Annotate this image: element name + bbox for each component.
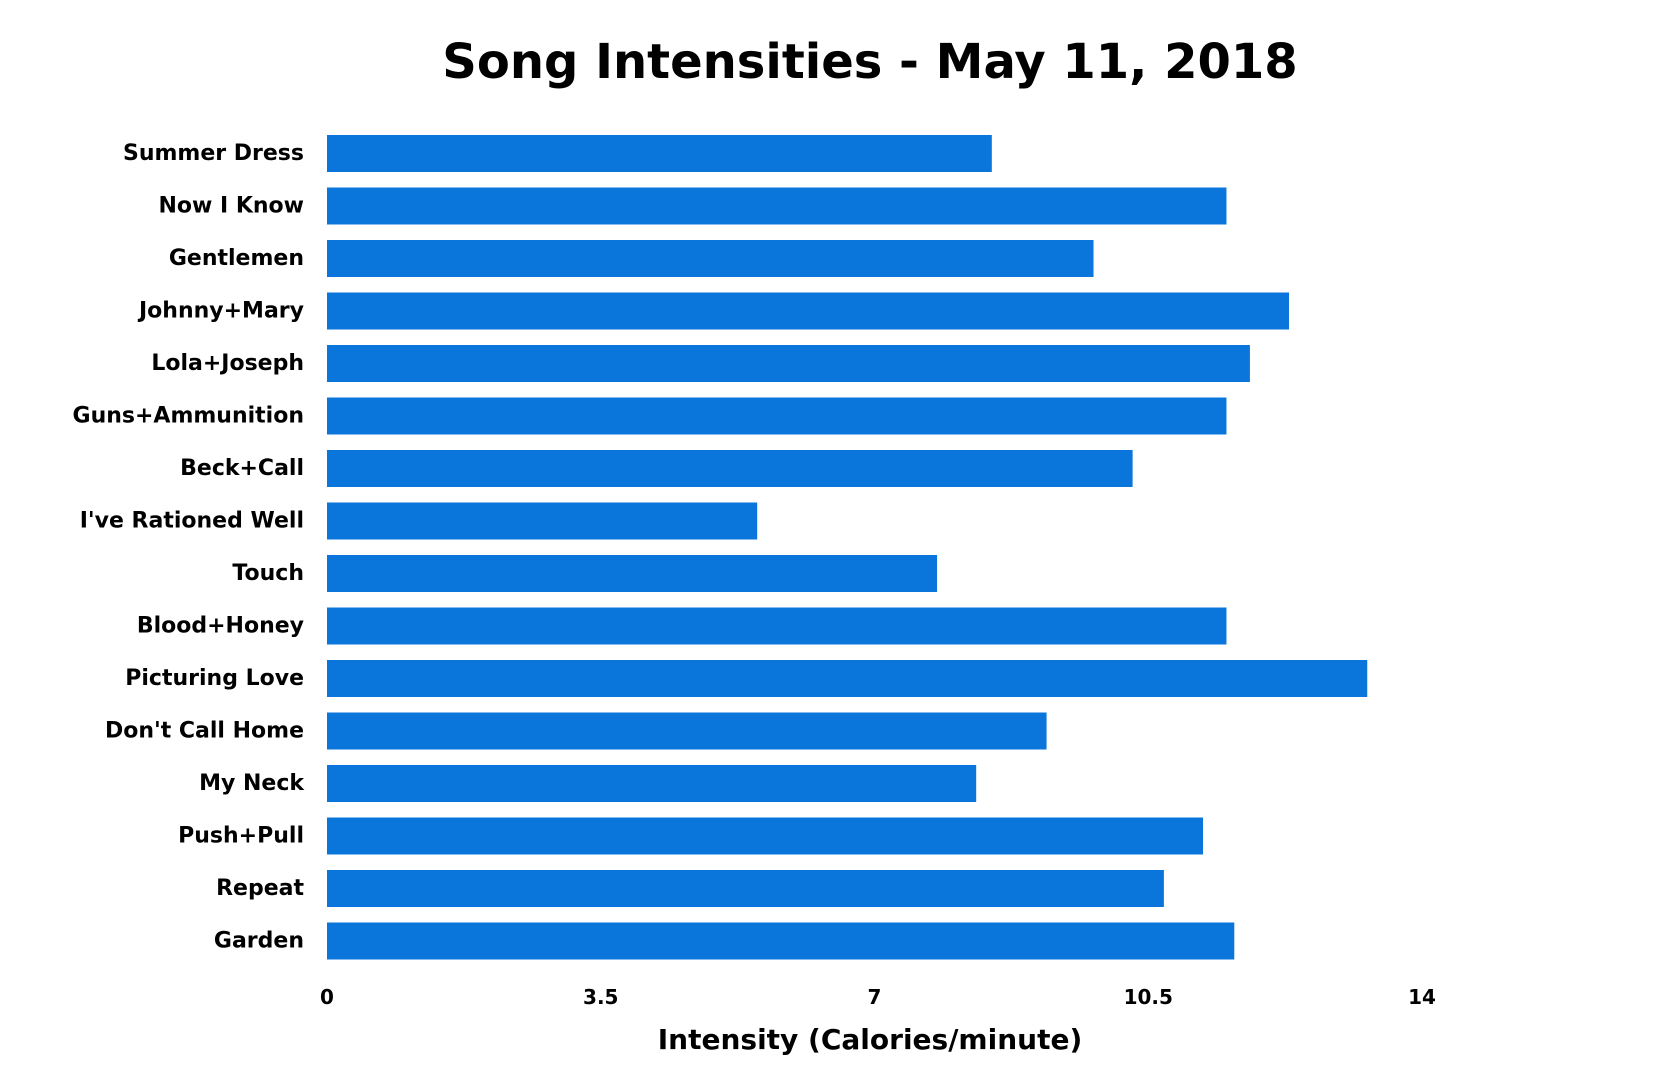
bar bbox=[327, 555, 938, 592]
category-label: Touch bbox=[232, 561, 304, 586]
bar bbox=[327, 292, 1290, 330]
category-label: Picturing Love bbox=[125, 666, 304, 691]
bar bbox=[327, 502, 758, 540]
bar bbox=[327, 607, 1227, 645]
category-label: Garden bbox=[214, 929, 304, 954]
x-axis-label: Intensity (Calories/minute) bbox=[658, 1023, 1082, 1056]
bar bbox=[327, 450, 1133, 487]
bar bbox=[327, 660, 1368, 697]
x-tick-label: 14 bbox=[1408, 985, 1436, 1009]
bar bbox=[327, 870, 1164, 907]
bar bbox=[327, 712, 1047, 750]
bar bbox=[327, 397, 1227, 435]
bar bbox=[327, 135, 992, 172]
category-label: Lola+Joseph bbox=[151, 351, 304, 376]
bar bbox=[327, 817, 1203, 855]
category-label: Guns+Ammunition bbox=[73, 404, 304, 429]
category-label: Blood+Honey bbox=[137, 614, 304, 639]
category-label: Now I Know bbox=[158, 194, 304, 219]
x-tick-label: 10.5 bbox=[1124, 985, 1173, 1009]
category-label: Push+Pull bbox=[178, 824, 304, 849]
category-label: My Neck bbox=[199, 771, 305, 796]
chart-title: Song Intensities - May 11, 2018 bbox=[442, 34, 1297, 90]
category-labels-group: Summer Dress Now I Know Gentlemen Johnny+Ma… bbox=[73, 141, 306, 954]
category-label: I've Rationed Well bbox=[80, 509, 304, 534]
bar bbox=[327, 345, 1250, 382]
category-label: Repeat bbox=[216, 876, 304, 901]
category-label: Johnny+Mary bbox=[137, 299, 304, 324]
category-label: Gentlemen bbox=[169, 246, 304, 271]
x-tick-label: 0 bbox=[320, 985, 334, 1009]
bars-group bbox=[327, 135, 1368, 960]
category-label: Don't Call Home bbox=[105, 719, 304, 744]
bar bbox=[327, 240, 1094, 277]
bar bbox=[327, 922, 1235, 960]
x-tick-label: 3.5 bbox=[583, 985, 618, 1009]
bar bbox=[327, 187, 1227, 225]
x-tick-label: 7 bbox=[868, 985, 882, 1009]
bar bbox=[327, 765, 977, 802]
category-label: Summer Dress bbox=[123, 141, 304, 166]
x-axis-ticks-group: 0 3.5 7 10.5 14 bbox=[320, 985, 1436, 1009]
category-label: Beck+Call bbox=[180, 456, 304, 481]
